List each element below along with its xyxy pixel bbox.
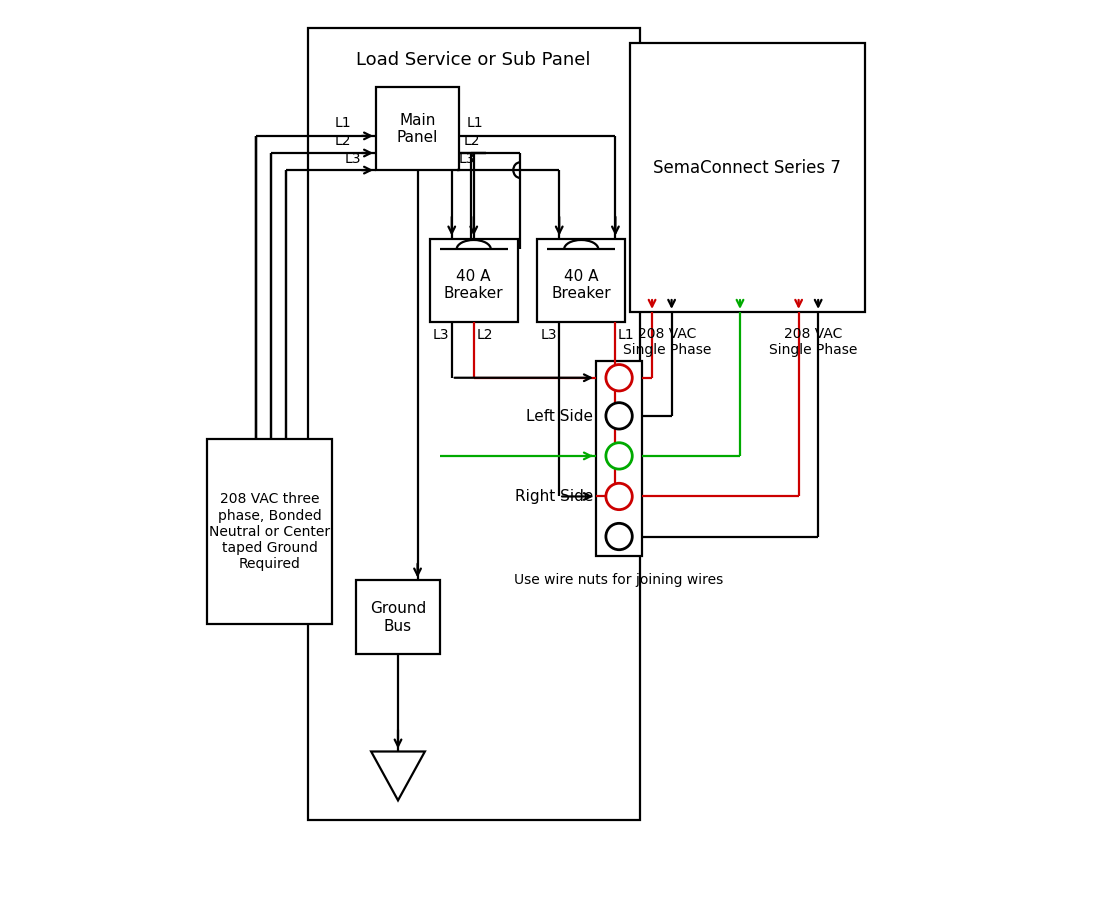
Text: Left Side: Left Side: [526, 409, 593, 423]
Text: Right Side: Right Side: [515, 489, 593, 504]
Text: L3: L3: [540, 327, 556, 341]
Text: 40 A
Breaker: 40 A Breaker: [551, 269, 611, 301]
Text: L2: L2: [335, 134, 351, 149]
Text: L3: L3: [345, 152, 361, 166]
Text: 208 VAC three
phase, Bonded
Neutral or Center
taped Ground
Required: 208 VAC three phase, Bonded Neutral or C…: [209, 492, 330, 571]
Text: L2: L2: [475, 327, 492, 341]
Text: L3: L3: [459, 152, 475, 166]
Text: Ground
Bus: Ground Bus: [370, 601, 425, 634]
Text: 208 VAC
Single Phase: 208 VAC Single Phase: [622, 326, 710, 357]
Text: L1: L1: [335, 116, 351, 130]
Bar: [307, 28, 639, 820]
Text: L3: L3: [432, 327, 449, 341]
Bar: [207, 439, 331, 625]
Bar: [430, 239, 517, 322]
Text: Main
Panel: Main Panel: [397, 112, 438, 145]
Circle shape: [605, 403, 632, 430]
Text: L1: L1: [617, 327, 634, 341]
Bar: [629, 43, 864, 312]
Circle shape: [605, 443, 632, 469]
Text: 208 VAC
Single Phase: 208 VAC Single Phase: [769, 326, 856, 357]
Text: L1: L1: [466, 116, 483, 130]
Text: 40 A
Breaker: 40 A Breaker: [443, 269, 503, 301]
Circle shape: [605, 483, 632, 510]
Text: Use wire nuts for joining wires: Use wire nuts for joining wires: [514, 574, 724, 587]
Bar: [595, 361, 642, 556]
Text: Load Service or Sub Panel: Load Service or Sub Panel: [357, 50, 591, 68]
Bar: [537, 239, 625, 322]
Text: L2: L2: [463, 134, 480, 149]
Bar: [376, 88, 459, 171]
Circle shape: [605, 365, 632, 391]
Text: SemaConnect Series 7: SemaConnect Series 7: [653, 159, 841, 177]
Circle shape: [605, 523, 632, 550]
Bar: [357, 581, 439, 654]
